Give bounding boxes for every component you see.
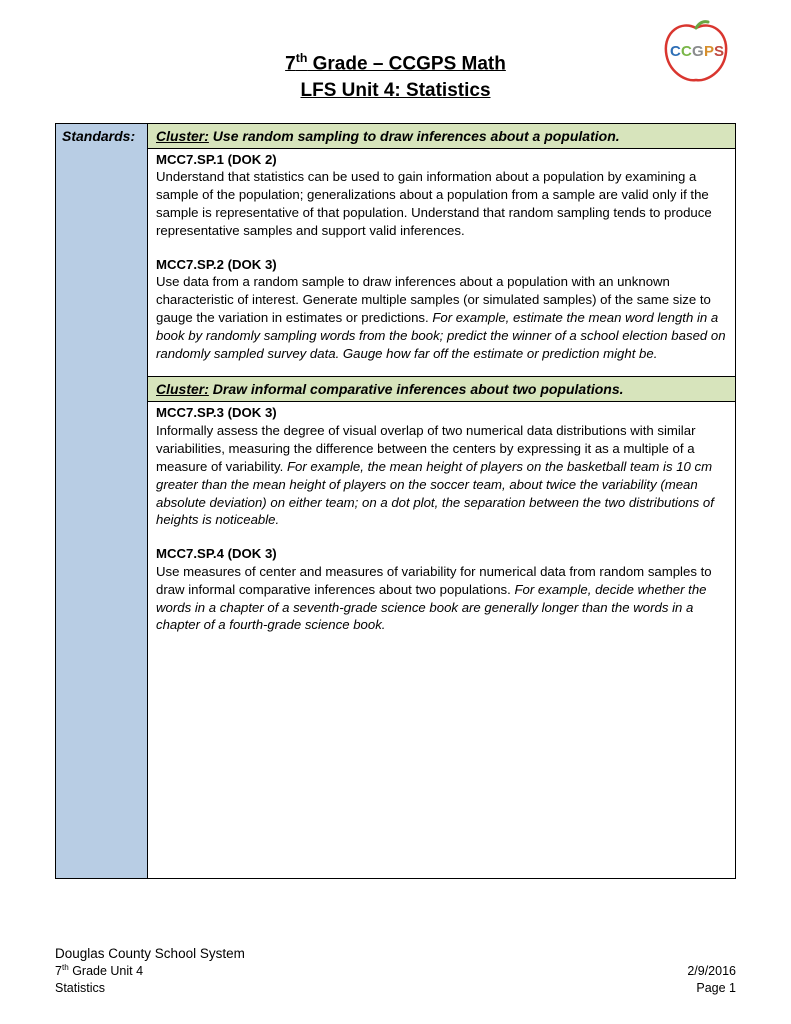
- fl1-sup: th: [62, 963, 69, 972]
- header-line-1: 7th Grade – CCGPS Math: [55, 50, 736, 78]
- standard-sp4: MCC7.SP.4 (DOK 3) Use measures of center…: [148, 543, 735, 648]
- header-line-2: LFS Unit 4: Statistics: [55, 78, 736, 105]
- standard-sp2: MCC7.SP.2 (DOK 3) Use data from a random…: [148, 254, 735, 377]
- standards-content-cell: Cluster: Use random sampling to draw inf…: [148, 123, 736, 879]
- sp1-code: MCC7.SP.1 (DOK 2): [156, 152, 277, 167]
- footer-right2: Page 1: [696, 980, 736, 996]
- footer-right1: 2/9/2016: [687, 963, 736, 979]
- ccgps-logo: C C G P S: [656, 20, 736, 90]
- sp3-code: MCC7.SP.3 (DOK 3): [156, 405, 277, 420]
- h1-post: Grade – CCGPS Math: [307, 53, 506, 74]
- cluster2-title: Draw informal comparative inferences abo…: [209, 381, 624, 397]
- page-header: 7th Grade – CCGPS Math LFS Unit 4: Stati…: [55, 50, 736, 105]
- sp2-code: MCC7.SP.2 (DOK 3): [156, 257, 277, 272]
- logo-svg: C C G P S: [656, 20, 736, 90]
- sp4-code: MCC7.SP.4 (DOK 3): [156, 546, 277, 561]
- svg-text:P: P: [704, 43, 714, 60]
- h1-pre: 7: [285, 53, 296, 74]
- standards-table: Standards: Cluster: Use random sampling …: [55, 123, 736, 880]
- footer-left2: Statistics: [55, 980, 105, 996]
- standard-sp3: MCC7.SP.3 (DOK 3) Informally assess the …: [148, 402, 735, 543]
- standard-sp1: MCC7.SP.1 (DOK 2) Understand that statis…: [148, 149, 735, 254]
- fl1-post: Grade Unit 4: [69, 965, 143, 979]
- footer-org: Douglas County School System: [55, 946, 736, 961]
- page-footer: Douglas County School System 7th Grade U…: [55, 946, 736, 996]
- cluster-header-1: Cluster: Use random sampling to draw inf…: [148, 124, 735, 149]
- cluster1-label: Cluster:: [156, 128, 209, 144]
- sp1-text: Understand that statistics can be used t…: [156, 169, 712, 237]
- cluster2-label: Cluster:: [156, 381, 209, 397]
- svg-text:S: S: [714, 43, 724, 60]
- content-spacer: [148, 648, 735, 878]
- footer-left1: 7th Grade Unit 4: [55, 963, 143, 979]
- svg-text:C: C: [681, 43, 692, 60]
- cluster-header-2: Cluster: Draw informal comparative infer…: [148, 376, 735, 402]
- h1-sup: th: [296, 51, 308, 65]
- svg-text:G: G: [692, 43, 704, 60]
- cluster1-title: Use random sampling to draw inferences a…: [209, 128, 620, 144]
- fl1-pre: 7: [55, 965, 62, 979]
- standards-label-cell: Standards:: [56, 123, 148, 879]
- svg-text:C: C: [670, 43, 681, 60]
